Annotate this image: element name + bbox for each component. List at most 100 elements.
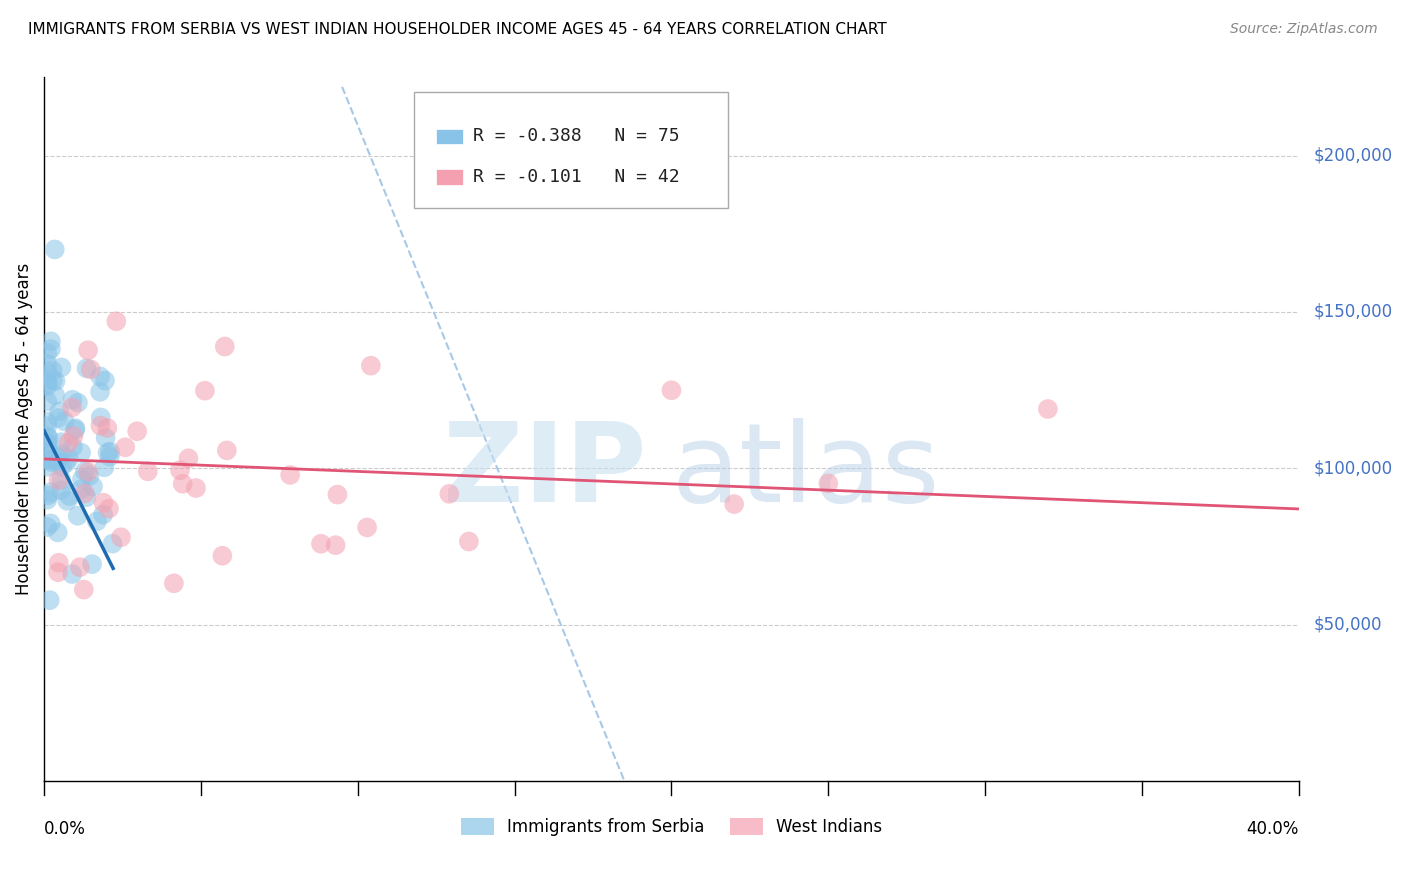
Point: [69, 560, 91, 574]
Point: [55, 456, 77, 470]
Point: [37, 429, 59, 443]
Point: [80, 557, 103, 571]
Point: [661, 384, 683, 398]
Point: [37, 492, 59, 507]
Point: [65, 421, 87, 435]
Text: atlas: atlas: [672, 418, 941, 524]
Text: 40.0%: 40.0%: [1247, 820, 1299, 838]
Point: [51, 473, 73, 487]
Point: [457, 534, 479, 549]
Point: [439, 487, 461, 501]
Point: [214, 340, 236, 354]
Point: [93, 460, 115, 475]
Point: [70, 482, 93, 496]
Point: [75, 490, 97, 504]
Point: [356, 520, 378, 534]
Text: $100,000: $100,000: [1313, 459, 1393, 477]
Point: [101, 536, 124, 550]
Point: [48, 404, 70, 418]
Point: [44, 388, 66, 402]
Point: [37, 436, 59, 450]
Point: [177, 451, 200, 466]
Point: [215, 443, 238, 458]
Point: [278, 467, 301, 482]
Point: [45, 374, 67, 388]
Point: [62, 392, 84, 407]
Point: [39, 516, 62, 531]
Point: [211, 549, 233, 563]
Point: [60, 567, 83, 582]
Point: [163, 576, 186, 591]
Point: [94, 374, 117, 388]
Point: [46, 450, 69, 464]
Point: [53, 414, 76, 428]
Text: R = -0.388   N = 75: R = -0.388 N = 75: [474, 128, 681, 145]
Point: [136, 464, 159, 478]
Point: [105, 314, 128, 328]
Point: [46, 566, 69, 580]
Point: [89, 369, 111, 384]
Point: [326, 487, 349, 501]
Point: [62, 440, 84, 454]
Point: [172, 476, 194, 491]
Point: [98, 501, 121, 516]
Point: [37, 488, 59, 502]
Point: [98, 444, 121, 458]
Point: [66, 508, 89, 523]
Point: [37, 357, 59, 371]
Point: [39, 452, 62, 467]
Point: [58, 436, 80, 450]
Point: [41, 455, 63, 469]
Point: [39, 485, 62, 500]
Point: [37, 379, 59, 393]
Point: [56, 493, 79, 508]
Point: [82, 479, 104, 493]
Point: [169, 463, 191, 477]
Point: [51, 360, 73, 375]
Point: [94, 431, 117, 445]
Point: [817, 476, 839, 491]
Text: $50,000: $50,000: [1313, 615, 1382, 633]
Point: [44, 243, 66, 257]
FancyBboxPatch shape: [436, 169, 463, 185]
Point: [76, 361, 98, 376]
Text: R = -0.101   N = 42: R = -0.101 N = 42: [474, 168, 681, 186]
Point: [86, 514, 108, 528]
Point: [77, 343, 100, 358]
Point: [73, 582, 96, 597]
Point: [39, 342, 62, 356]
Point: [114, 440, 136, 454]
Point: [37, 520, 59, 534]
Point: [37, 442, 59, 456]
Point: [37, 376, 59, 391]
Point: [309, 537, 332, 551]
Text: $150,000: $150,000: [1313, 303, 1393, 321]
FancyBboxPatch shape: [415, 92, 728, 208]
Point: [1036, 402, 1059, 417]
Point: [66, 395, 89, 409]
Point: [39, 334, 62, 349]
Point: [70, 472, 93, 486]
FancyBboxPatch shape: [436, 128, 463, 145]
Point: [63, 423, 86, 437]
Point: [49, 483, 72, 498]
Point: [62, 429, 84, 443]
Point: [93, 496, 115, 510]
Point: [89, 384, 111, 399]
Point: [37, 452, 59, 467]
Point: [48, 556, 70, 570]
Point: [41, 364, 63, 378]
Point: [38, 593, 60, 607]
Text: $200,000: $200,000: [1313, 146, 1393, 165]
Point: [89, 418, 111, 433]
Point: [51, 435, 73, 450]
Point: [46, 411, 69, 425]
Point: [73, 464, 96, 478]
Text: IMMIGRANTS FROM SERBIA VS WEST INDIAN HOUSEHOLDER INCOME AGES 45 - 64 YEARS CORR: IMMIGRANTS FROM SERBIA VS WEST INDIAN HO…: [28, 22, 887, 37]
Point: [37, 459, 59, 474]
Point: [110, 530, 132, 544]
Point: [37, 365, 59, 379]
Point: [60, 401, 83, 415]
Point: [79, 469, 101, 483]
Text: ZIP: ZIP: [443, 418, 647, 524]
